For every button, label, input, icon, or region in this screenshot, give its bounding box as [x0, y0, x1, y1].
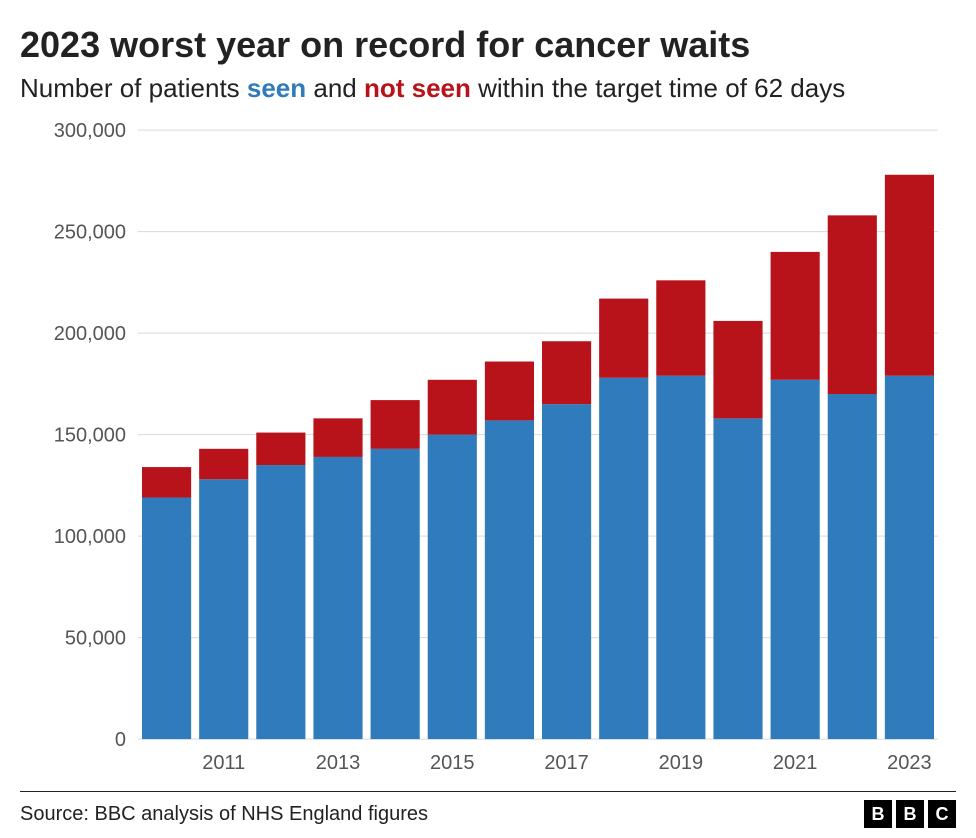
- source-text: Source: BBC analysis of NHS England figu…: [20, 803, 428, 826]
- chart-title: 2023 worst year on record for cancer wai…: [20, 24, 956, 66]
- bars: [142, 175, 934, 739]
- bar-seen: [828, 394, 877, 739]
- footer: Source: BBC analysis of NHS England figu…: [20, 791, 956, 828]
- bar-notseen: [656, 280, 705, 375]
- y-tick-label: 50,000: [65, 627, 126, 649]
- legend-notseen: not seen: [364, 73, 471, 103]
- logo-c: C: [928, 800, 956, 828]
- bar-notseen: [256, 432, 305, 464]
- bar-seen: [313, 457, 362, 739]
- bar-seen: [485, 420, 534, 739]
- sub-pre: Number of patients: [20, 73, 247, 103]
- chart-subtitle: Number of patients seen and not seen wit…: [20, 72, 956, 106]
- bar-notseen: [599, 298, 648, 377]
- x-tick-label: 2013: [316, 752, 361, 774]
- chart-svg: 0 50,000 100,000 150,000 200,000 250,000 300,0…: [20, 120, 956, 783]
- bar-notseen: [542, 341, 591, 404]
- bar-seen: [771, 380, 820, 739]
- bar-notseen: [428, 380, 477, 435]
- bar-seen: [542, 404, 591, 739]
- bar-notseen: [485, 361, 534, 420]
- legend-seen: seen: [247, 73, 306, 103]
- bar-seen: [256, 465, 305, 739]
- y-tick-label: 300,000: [54, 120, 126, 142]
- bar-notseen: [885, 175, 934, 376]
- sub-post: within the target time of 62 days: [471, 73, 845, 103]
- x-axis: 2011 2013 2015 2017 2019 2021 2023: [202, 752, 931, 774]
- bar-seen: [199, 479, 248, 739]
- x-tick-label: 2019: [659, 752, 704, 774]
- x-tick-label: 2021: [773, 752, 818, 774]
- x-tick-label: 2017: [544, 752, 589, 774]
- bar-seen: [885, 376, 934, 739]
- bar-seen: [142, 497, 191, 739]
- y-tick-label: 100,000: [54, 526, 126, 548]
- x-tick-label: 2011: [202, 752, 245, 774]
- chart-plot-area: 0 50,000 100,000 150,000 200,000 250,000 300,0…: [20, 120, 956, 783]
- bar-notseen: [371, 400, 420, 449]
- y-tick-label: 250,000: [54, 221, 126, 243]
- bar-notseen: [142, 467, 191, 497]
- bar-notseen: [313, 418, 362, 457]
- bbc-logo: B B C: [864, 800, 956, 828]
- bar-seen: [713, 418, 762, 739]
- bar-notseen: [771, 252, 820, 380]
- y-tick-label: 150,000: [54, 424, 126, 446]
- bar-seen: [428, 434, 477, 739]
- x-tick-label: 2023: [887, 752, 932, 774]
- x-tick-label: 2015: [430, 752, 475, 774]
- sub-mid: and: [306, 73, 364, 103]
- y-tick-label: 200,000: [54, 323, 126, 345]
- y-tick-label: 0: [115, 729, 126, 751]
- bar-notseen: [828, 215, 877, 394]
- bar-notseen: [713, 321, 762, 418]
- bar-seen: [599, 378, 648, 739]
- bar-notseen: [199, 449, 248, 479]
- logo-b1: B: [864, 800, 892, 828]
- logo-b2: B: [896, 800, 924, 828]
- bar-seen: [371, 449, 420, 739]
- bar-seen: [656, 376, 705, 739]
